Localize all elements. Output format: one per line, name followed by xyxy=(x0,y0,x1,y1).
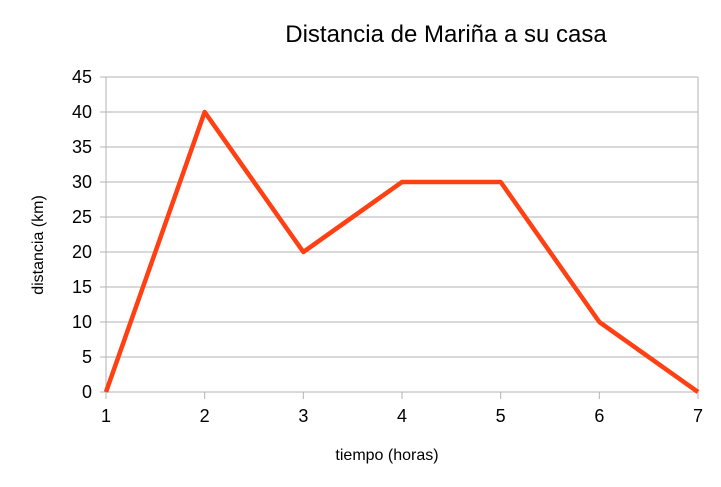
x-tick-label-4: 5 xyxy=(496,406,506,426)
y-axis-label: distancia (km) xyxy=(30,195,47,295)
y-tick-label-2: 10 xyxy=(72,312,92,332)
y-tick-label-6: 30 xyxy=(72,172,92,192)
y-tick-label-7: 35 xyxy=(72,137,92,157)
y-tick-label-3: 15 xyxy=(72,277,92,297)
y-tick-label-9: 45 xyxy=(72,67,92,87)
y-tick-label-4: 20 xyxy=(72,242,92,262)
grid-lines xyxy=(106,77,698,357)
y-tick-label-1: 5 xyxy=(82,347,92,367)
x-axis-label: tiempo (horas) xyxy=(335,447,438,464)
y-tick-label-0: 0 xyxy=(82,382,92,402)
axes xyxy=(100,77,698,399)
x-tick-label-3: 4 xyxy=(397,406,407,426)
y-tick-label-5: 25 xyxy=(72,207,92,227)
chart-title: Distancia de Mariña a su casa xyxy=(285,21,607,48)
y-tick-label-8: 40 xyxy=(72,102,92,122)
y-tick-labels: 0 5 10 15 20 25 30 35 40 45 xyxy=(72,67,92,402)
x-tick-label-5: 6 xyxy=(594,406,604,426)
x-tick-label-0: 1 xyxy=(101,406,111,426)
x-tick-label-1: 2 xyxy=(200,406,210,426)
x-tick-labels: 1 2 3 4 5 6 7 xyxy=(101,406,703,426)
x-tick-label-2: 3 xyxy=(298,406,308,426)
x-tick-label-6: 7 xyxy=(693,406,703,426)
